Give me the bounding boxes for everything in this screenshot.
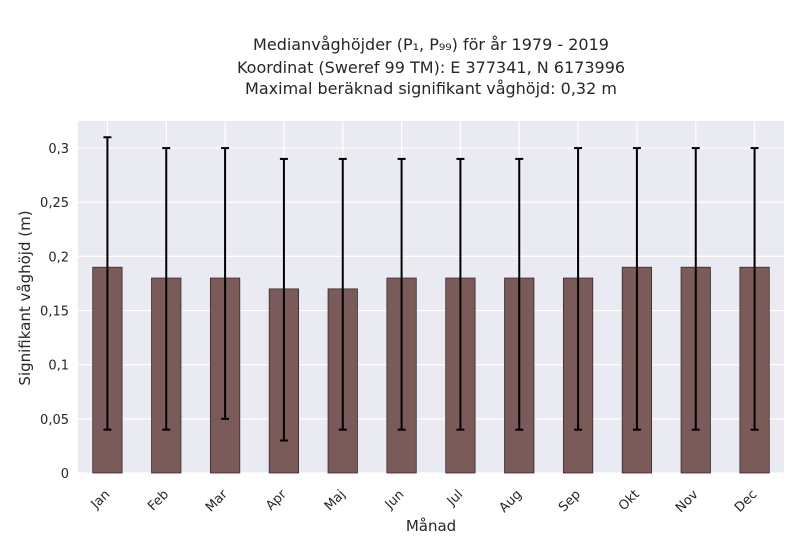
x-tick-label: Maj (322, 487, 349, 514)
x-tick-label: Mar (203, 487, 231, 515)
error-bar-jun (397, 157, 406, 431)
error-bar-jan (103, 136, 112, 431)
y-axis-label: Signifikant våghöjd (m) (16, 210, 34, 385)
chart-title-line-1: Medianvåghöjder (P₁, P₉₉) för år 1979 - … (253, 35, 609, 54)
x-tick-label: Okt (616, 487, 643, 514)
x-tick-label: Sep (556, 487, 584, 515)
chart-title-line-3: Maximal beräknad signifikant våghöjd: 0,… (245, 79, 617, 98)
error-bars (103, 136, 759, 442)
y-tick-labels: 0 0,05 0,1 0,15 0,2 0,25 0,3 (40, 142, 69, 482)
y-tick-label: 0,2 (48, 250, 69, 265)
error-bar-mar (221, 147, 230, 420)
x-tick-label: Dec (732, 487, 760, 515)
chart-title-line-2: Koordinat (Sweref 99 TM): E 377341, N 61… (236, 58, 626, 77)
error-bar-jul (456, 157, 465, 431)
y-tick-label: 0,15 (40, 305, 69, 320)
x-axis-label: Månad (406, 517, 456, 535)
y-tick-label: 0 (61, 467, 69, 482)
x-tick-labels: Jan Feb Mar Apr Maj Jun Jul Aug Sep Okt Nov Dec (88, 487, 761, 516)
error-bar-sep (574, 147, 583, 431)
error-bar-feb (162, 147, 171, 431)
x-tick-label: Feb (145, 487, 172, 514)
error-bar-dec (750, 147, 759, 431)
error-bar-aug (515, 157, 524, 431)
x-tick-label: Jun (382, 487, 408, 513)
x-tick-label: Apr (263, 487, 290, 514)
y-tick-label: 0,3 (48, 142, 69, 157)
error-bar-nov (691, 147, 700, 431)
error-bar-okt (632, 147, 641, 431)
x-tick-label: Nov (673, 487, 702, 516)
x-tick-label: Jul (444, 487, 466, 509)
x-tick-label: Jan (88, 487, 113, 512)
error-bar-apr (279, 157, 288, 442)
y-tick-label: 0,1 (48, 359, 69, 374)
plot-background (78, 121, 784, 473)
error-bar-maj (338, 157, 347, 431)
x-tick-label: Aug (497, 487, 526, 516)
y-tick-label: 0,25 (40, 196, 69, 211)
y-tick-label: 0,05 (40, 413, 69, 428)
